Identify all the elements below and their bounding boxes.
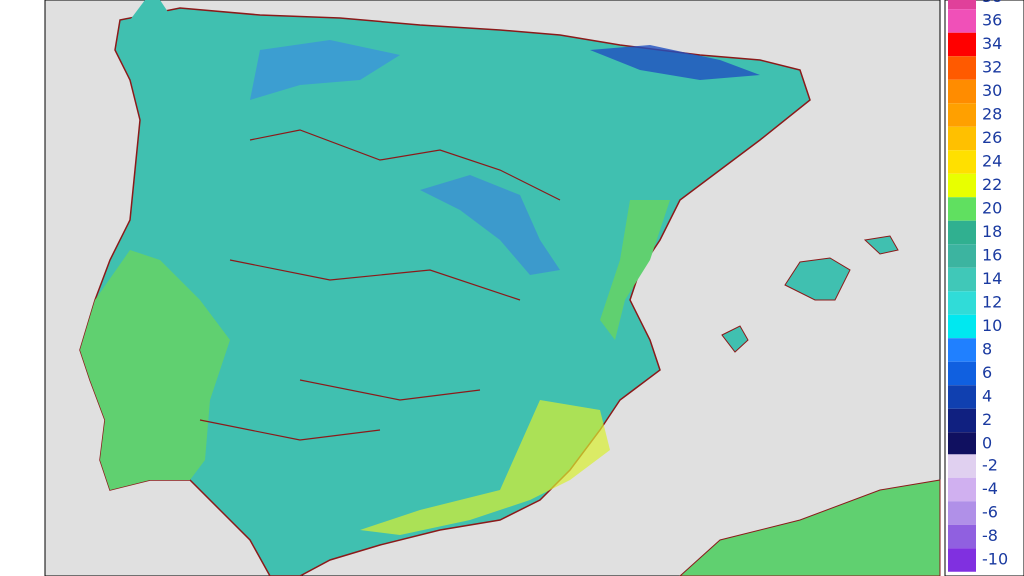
legend-swatch — [948, 548, 976, 572]
legend-label: 30 — [982, 81, 1002, 100]
legend-swatch — [948, 314, 976, 339]
legend-label: 16 — [982, 246, 1002, 265]
mallorca — [784, 257, 851, 301]
legend-label: 22 — [982, 175, 1002, 194]
legend-swatch — [948, 79, 976, 104]
legend-label: -8 — [982, 526, 998, 545]
legend-swatch — [948, 524, 976, 549]
legend-swatch — [948, 0, 976, 10]
legend-swatch — [948, 150, 976, 174]
legend-swatch — [948, 477, 976, 502]
legend-label: 8 — [982, 340, 992, 359]
legend-swatch — [948, 56, 976, 80]
legend-label: 32 — [982, 58, 1002, 77]
legend-label: 10 — [982, 316, 1002, 335]
legend-label: 6 — [982, 363, 992, 382]
southeast-coast — [360, 400, 610, 535]
galicia-tip — [130, 0, 170, 20]
iberian-system — [420, 175, 560, 275]
legend-label: 24 — [982, 152, 1002, 171]
legend-swatch — [948, 432, 976, 456]
pyrenees — [590, 45, 760, 80]
legend-label: 4 — [982, 387, 992, 406]
legend-swatch — [948, 385, 976, 409]
legend-swatch — [948, 220, 976, 245]
legend-swatch — [948, 267, 976, 292]
legend-swatch — [948, 32, 976, 57]
legend-swatch — [948, 126, 976, 151]
legend-label: 2 — [982, 410, 992, 429]
legend-swatch — [948, 338, 976, 362]
ibiza — [721, 325, 749, 353]
legend-label: 14 — [982, 269, 1002, 288]
legend-swatch — [948, 408, 976, 433]
legend-label: 36 — [982, 11, 1002, 30]
legend-swatch — [948, 9, 976, 33]
legend-label: -2 — [982, 456, 998, 475]
cantabrian-range — [250, 40, 400, 100]
legend-label: 26 — [982, 128, 1002, 147]
legend-label: 0 — [982, 434, 992, 453]
legend-label: 28 — [982, 105, 1002, 124]
province-borders — [199, 129, 561, 441]
north-africa — [679, 479, 941, 576]
legend-label: 38 — [982, 0, 1002, 6]
legend-swatch — [948, 103, 976, 127]
legend-swatch — [948, 244, 976, 268]
legend-swatch — [948, 501, 976, 525]
legend-label: 12 — [982, 293, 1002, 312]
legend-label: -4 — [982, 479, 998, 498]
legend-label: -6 — [982, 503, 998, 522]
legend-label: -10 — [982, 550, 1008, 569]
legend-swatch — [948, 291, 976, 315]
legend-swatch — [948, 361, 976, 386]
portugal-coast — [80, 250, 230, 490]
legend-label: 18 — [982, 222, 1002, 241]
iberia — [79, 7, 811, 576]
valencia-coast — [600, 200, 670, 340]
menorca — [863, 235, 899, 255]
legend-swatch — [948, 454, 976, 478]
legend-swatch — [948, 173, 976, 198]
legend-label: 20 — [982, 199, 1002, 218]
legend-swatch — [948, 197, 976, 221]
legend-label: 34 — [982, 34, 1002, 53]
